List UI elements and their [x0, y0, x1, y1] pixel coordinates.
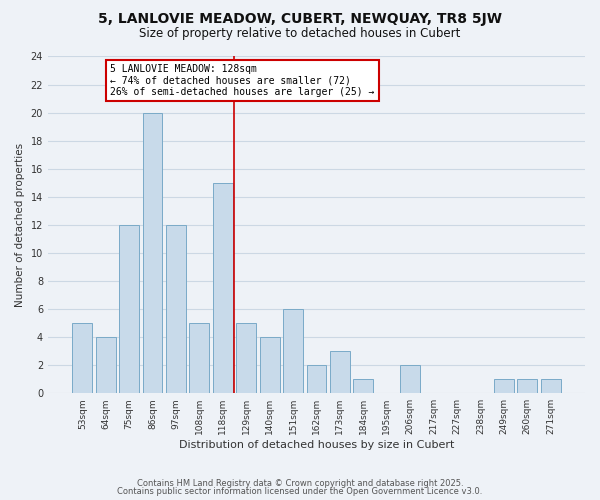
Text: 5 LANLOVIE MEADOW: 128sqm
← 74% of detached houses are smaller (72)
26% of semi-: 5 LANLOVIE MEADOW: 128sqm ← 74% of detac… — [110, 64, 375, 96]
Bar — [494, 379, 514, 393]
Text: Contains HM Land Registry data © Crown copyright and database right 2025.: Contains HM Land Registry data © Crown c… — [137, 478, 463, 488]
X-axis label: Distribution of detached houses by size in Cubert: Distribution of detached houses by size … — [179, 440, 454, 450]
Y-axis label: Number of detached properties: Number of detached properties — [15, 143, 25, 307]
Bar — [119, 225, 139, 393]
Bar — [236, 323, 256, 393]
Bar — [353, 379, 373, 393]
Bar — [517, 379, 537, 393]
Bar — [330, 351, 350, 393]
Bar — [400, 365, 420, 393]
Text: 5, LANLOVIE MEADOW, CUBERT, NEWQUAY, TR8 5JW: 5, LANLOVIE MEADOW, CUBERT, NEWQUAY, TR8… — [98, 12, 502, 26]
Bar — [96, 337, 116, 393]
Text: Size of property relative to detached houses in Cubert: Size of property relative to detached ho… — [139, 28, 461, 40]
Bar — [166, 225, 186, 393]
Bar — [143, 112, 163, 393]
Bar — [283, 309, 303, 393]
Bar — [307, 365, 326, 393]
Bar — [190, 323, 209, 393]
Bar — [260, 337, 280, 393]
Bar — [541, 379, 560, 393]
Bar — [213, 183, 233, 393]
Text: Contains public sector information licensed under the Open Government Licence v3: Contains public sector information licen… — [118, 487, 482, 496]
Bar — [73, 323, 92, 393]
